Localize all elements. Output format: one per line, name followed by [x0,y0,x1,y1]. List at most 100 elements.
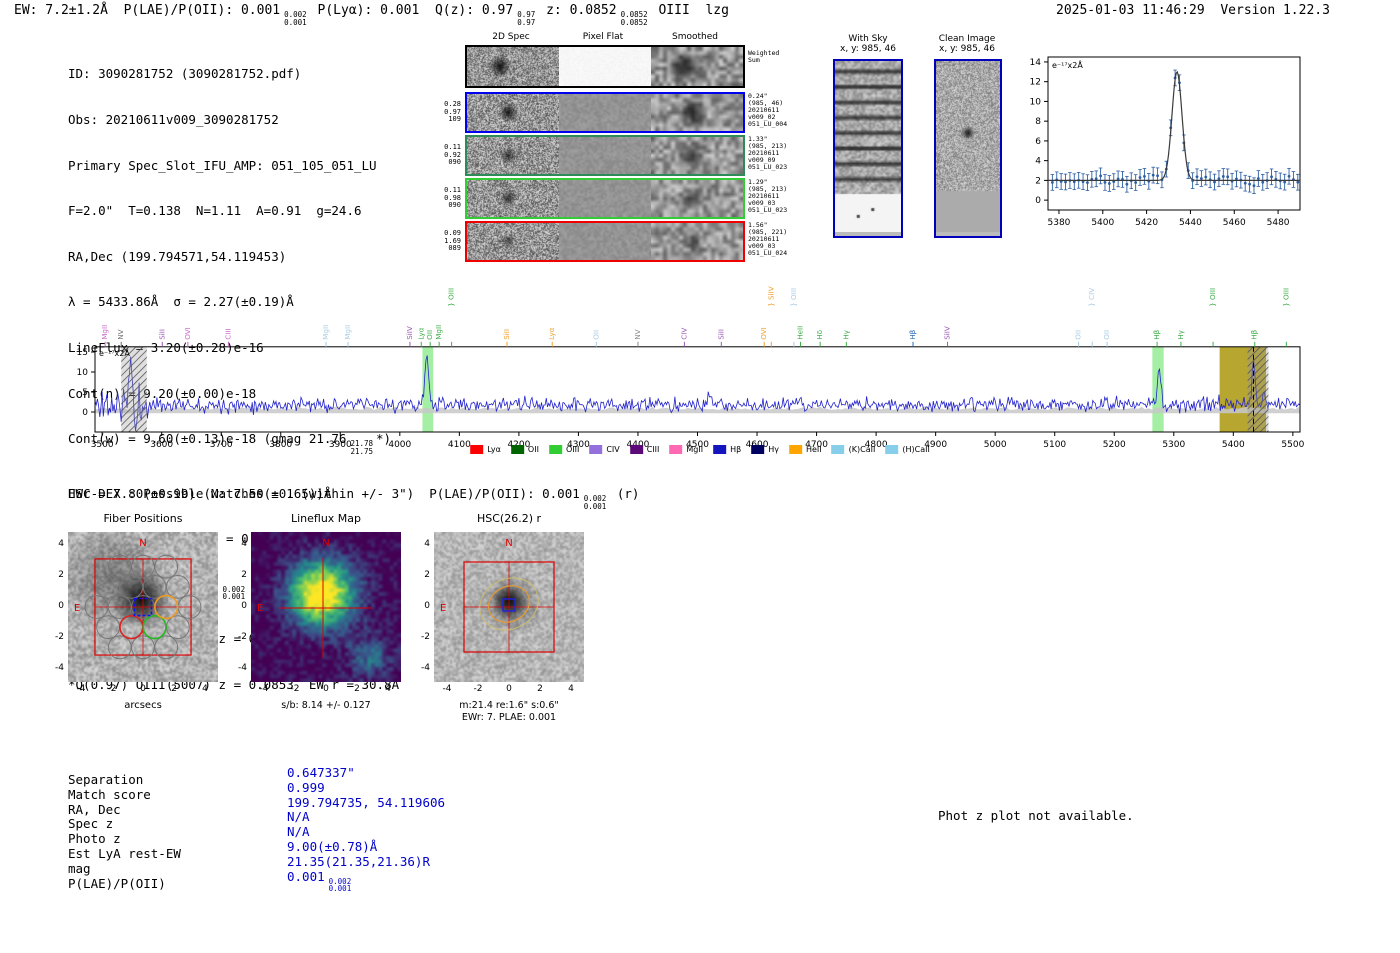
summary-header: EW: 7.2±1.2Å P(LAE)/P(OII): 0.001 0.002 0.… [14,3,729,26]
axis-tick-label: -2 [55,632,64,642]
match-field-value: N/A [287,809,310,825]
match-field-value: 199.794735, 54.119606 [287,794,446,810]
svg-text:Lyα: Lyα [416,327,425,340]
svg-text:5400: 5400 [1222,440,1245,450]
svg-text:} CIV: } CIV [1087,288,1096,307]
svg-text:4700: 4700 [805,440,828,450]
svg-text:5440: 5440 [1179,218,1202,228]
lineflux-map-image [251,532,401,682]
match-field-value: 0.999 [287,779,325,795]
svg-text:5480: 5480 [1267,218,1290,228]
axis-tick-label: 2 [241,570,247,580]
legend-item: (H)CaII [885,445,930,454]
svg-text:Hβ: Hβ [1152,329,1161,339]
svg-text:SiII: SiII [502,329,511,340]
seeing-info: F=2.0" T=0.138 N=1.11 A=0.91 g=24.6 [68,203,362,219]
compass-north-label: N [139,538,146,549]
legend-swatch [589,445,603,454]
svg-text:3600: 3600 [150,440,173,450]
fiber4-pixelflat-image [559,223,651,260]
svg-text:SiII: SiII [157,329,166,340]
svg-text:OII: OII [1074,330,1083,340]
svg-text:2: 2 [1035,176,1041,186]
svg-text:5400: 5400 [1091,218,1114,228]
axis-tick-label: 4 [424,539,430,549]
legend-swatch [669,445,683,454]
fiber1-pixelflat-image [559,94,651,131]
z-value: z: 0.0852 [538,3,617,18]
axis-tick-label: 4 [202,684,208,694]
fiber2-weights: 0.11 0.92 090 [444,143,461,167]
svg-text:} OIII: } OIII [447,288,456,307]
svg-text:Hγ: Hγ [841,329,850,339]
table-row: Separation 0.647337" [68,765,445,787]
svg-text:8: 8 [1035,117,1041,127]
hscdex-match-line: HSC-DEX : Possible Matches = 1 (within +… [68,486,640,511]
weighted-sum-strip [465,45,745,88]
fiber4-2dspec-image [467,223,559,260]
axis-tick-label: 2 [424,570,430,580]
match-field-value: 21.35(21.35,21.36)R [287,853,430,869]
hsc-r-overlay: NE [440,538,555,653]
fiber2-smoothed-image [651,137,743,174]
svg-text:} OIII: } OIII [1208,288,1217,307]
svg-text:0: 0 [82,408,88,418]
match-field-value: 0.001 0.002 0.001 [287,868,352,894]
lineflux-map-overlay: NE [257,538,371,658]
svg-text:Hβ: Hβ [908,329,917,339]
svg-text:CIII: CIII [223,328,232,339]
legend-item: CIV [589,445,620,454]
legend-swatch [629,445,643,454]
fiber-strip-4 [465,221,745,262]
table-row: Est LyA rest-EW 9.00(±0.78)Å [68,839,445,861]
fiber3-pixelflat-image [559,180,651,217]
timestamp: 2025-01-03 11:46:29 Version 1.22.3 [1056,3,1330,18]
cutout-title-lineflux-map: Lineflux Map [290,512,362,525]
svg-text:5420: 5420 [1135,218,1158,228]
cutout-xlabel: arcsecs [124,700,162,711]
table-row: Match score 0.999 [68,780,445,802]
legend-swatch [831,445,845,454]
axis-tick-label: 0 [241,601,247,611]
match-field-label: P(LAE)/P(OII) [68,875,166,891]
svg-text:MgII: MgII [100,325,109,340]
svg-text:3900: 3900 [329,440,352,450]
axis-tick-label: -4 [421,663,430,673]
legend-item: Hβ [713,445,741,454]
lineflux-caption: s/b: 8.14 +/- 0.127 [281,700,371,711]
svg-text:10: 10 [77,368,89,378]
withsky-title: With Sky x, y: 985, 46 [840,34,896,54]
svg-text:6: 6 [1035,137,1041,147]
lineflux: LineFlux = 3.20(±0.28)e-16 [68,340,264,356]
legend-swatch [885,445,899,454]
svg-text:4: 4 [1035,157,1041,167]
svg-text:e⁻¹⁷x2Å: e⁻¹⁷x2Å [1052,59,1083,70]
plae-poii-value: P(LAE)/P(OII): 0.001 [123,3,281,18]
ewr: EWr = 7.80(±0.99) (w: 7.50(±0.65))Å [68,485,332,501]
fiber4-weights: 0.09 1.69 089 [444,229,461,253]
match-field-label: Separation [68,772,144,787]
legend-item: Hγ [751,445,779,454]
legend-item: (K)CaII [831,445,875,454]
match-field-value: 0.647337" [287,765,355,780]
ra-dec: RA,Dec (199.794571,54.119453) [68,248,287,264]
match-field-label: Est LyA rest-EW [68,845,181,861]
axis-tick-label: 4 [241,539,247,549]
axis-tick-label: 2 [171,684,177,694]
legend-item: OII [510,445,539,454]
match-field-value: 9.00(±0.78)Å [287,838,378,854]
svg-text:Hβ: Hβ [1250,329,1259,339]
legend-item: HeII [788,445,822,454]
axis-tick-label: 2 [58,570,64,580]
col-header-pixelflat: Pixel Flat [582,32,624,42]
svg-text:15: 15 [77,348,88,358]
axis-tick-label: 2 [354,684,360,694]
axis-tick-label: -4 [259,684,269,694]
svg-text:OII: OII [591,330,600,340]
z-uncertainty: 0.0852 0.0852 [620,10,648,27]
svg-text:14: 14 [1030,58,1042,68]
table-row: Photo z N/A [68,824,445,846]
svg-text:5100: 5100 [1043,440,1066,450]
